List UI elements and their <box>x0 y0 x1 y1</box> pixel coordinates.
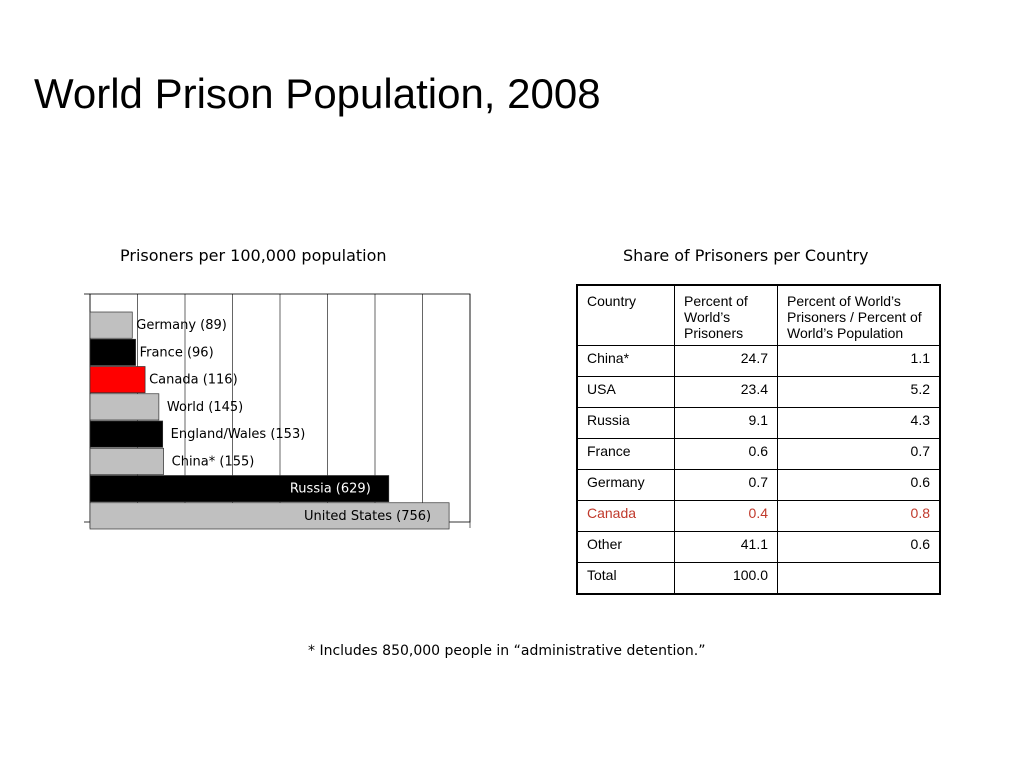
table-row-highlight: Canada 0.4 0.8 <box>576 500 941 532</box>
cell-country: Other <box>576 531 675 563</box>
cell-ratio: 0.7 <box>777 438 941 470</box>
cell-ratio: 0.6 <box>777 531 941 563</box>
bar-5 <box>89 447 164 475</box>
chart-title: Prisoners per 100,000 population <box>120 246 387 265</box>
bar-label-1: France (96) <box>140 345 214 360</box>
table-row: USA 23.4 5.2 <box>576 376 941 408</box>
table-row: France 0.6 0.7 <box>576 438 941 470</box>
bar-6 <box>89 475 390 503</box>
header-country: Country <box>576 284 675 346</box>
footnote: * Includes 850,000 people in “administra… <box>308 643 706 659</box>
bar-label-4: England/Wales (153) <box>171 427 306 442</box>
bar-label-5: China* (155) <box>172 454 255 469</box>
cell-ratio: 0.6 <box>777 469 941 501</box>
cell-country: France <box>576 438 675 470</box>
table-title: Share of Prisoners per Country <box>623 246 869 265</box>
cell-percent: 23.4 <box>674 376 778 408</box>
bar-label-2: Canada (116) <box>149 373 238 388</box>
table-row: Russia 9.1 4.3 <box>576 407 941 439</box>
cell-country: China* <box>576 345 675 377</box>
cell-ratio: 5.2 <box>777 376 941 408</box>
cell-percent: 0.7 <box>674 469 778 501</box>
bar-7 <box>89 502 450 530</box>
cell-country: USA <box>576 376 675 408</box>
table-header-row: Country Percent of World’s Prisoners Per… <box>576 284 941 346</box>
cell-country: Germany <box>576 469 675 501</box>
cell-percent: 41.1 <box>674 531 778 563</box>
cell-ratio: 1.1 <box>777 345 941 377</box>
cell-ratio: 0.8 <box>777 500 941 532</box>
cell-country: Canada <box>576 500 675 532</box>
cell-country: Total <box>576 562 675 595</box>
bar-label-6: Russia (629) <box>290 482 371 497</box>
page-title: World Prison Population, 2008 <box>34 70 601 117</box>
share-table: Country Percent of World’s Prisoners Per… <box>576 284 941 595</box>
cell-ratio: 4.3 <box>777 407 941 439</box>
cell-percent: 24.7 <box>674 345 778 377</box>
table-row: China* 24.7 1.1 <box>576 345 941 377</box>
cell-ratio <box>777 562 941 595</box>
bar-chart: Germany (89) France (96) Canada (116) World… <box>84 293 471 530</box>
bar-label-7: United States (756) <box>304 509 431 524</box>
cell-percent: 0.4 <box>674 500 778 532</box>
bar-1 <box>89 338 136 366</box>
cell-percent: 0.6 <box>674 438 778 470</box>
bar-3 <box>89 393 160 421</box>
table-row: Total 100.0 <box>576 562 941 595</box>
cell-percent: 9.1 <box>674 407 778 439</box>
table-row: Germany 0.7 0.6 <box>576 469 941 501</box>
cell-percent: 100.0 <box>674 562 778 595</box>
cell-country: Russia <box>576 407 675 439</box>
table-row: Other 41.1 0.6 <box>576 531 941 563</box>
header-ratio: Percent of World’s Prisoners / Percent o… <box>777 284 941 346</box>
bar-4 <box>89 420 164 448</box>
bar-0 <box>89 311 133 339</box>
header-percent-prisoners: Percent of World’s Prisoners <box>674 284 778 346</box>
bar-label-3: World (145) <box>167 400 243 415</box>
bar-label-0: Germany (89) <box>136 318 227 333</box>
bar-2 <box>89 366 146 394</box>
